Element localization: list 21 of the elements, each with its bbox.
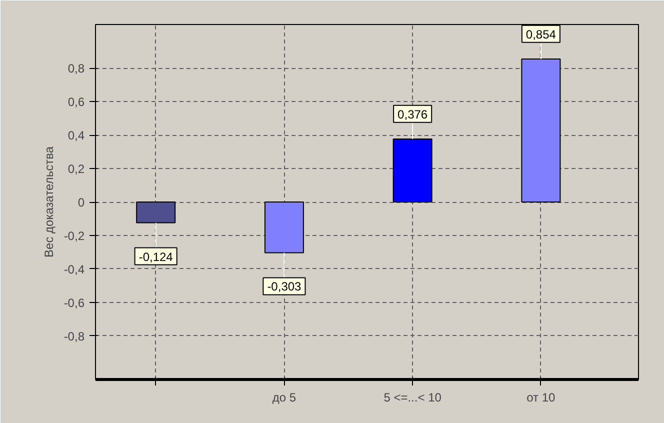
x-tick-label: до 5 (272, 390, 296, 404)
y-tick-label: -0,8 (64, 329, 85, 344)
data-label: -0,124 (138, 250, 174, 264)
bar (392, 138, 432, 202)
y-tick-label: 0 (78, 196, 85, 210)
data-label: 0,376 (398, 107, 428, 122)
x-tick-label: 5 <=...< 10 (384, 390, 442, 404)
y-tick-label: 0,2 (68, 162, 85, 176)
y-axis-title: Вес доказательства (42, 146, 56, 258)
bar (264, 202, 304, 254)
x-tick-label: от 10 (526, 390, 556, 404)
data-label: 0,854 (526, 27, 556, 42)
y-tick-label: 0,6 (68, 95, 85, 110)
y-tick-label: -0,2 (64, 228, 85, 243)
y-tick-label: -0,4 (64, 262, 85, 276)
bar (136, 202, 176, 224)
y-tick-label: -0,6 (64, 296, 85, 310)
y-tick-label: 0,4 (68, 128, 85, 143)
data-label: -0,303 (267, 280, 302, 294)
y-tick-label: 0,8 (68, 62, 85, 76)
bar (521, 58, 561, 202)
